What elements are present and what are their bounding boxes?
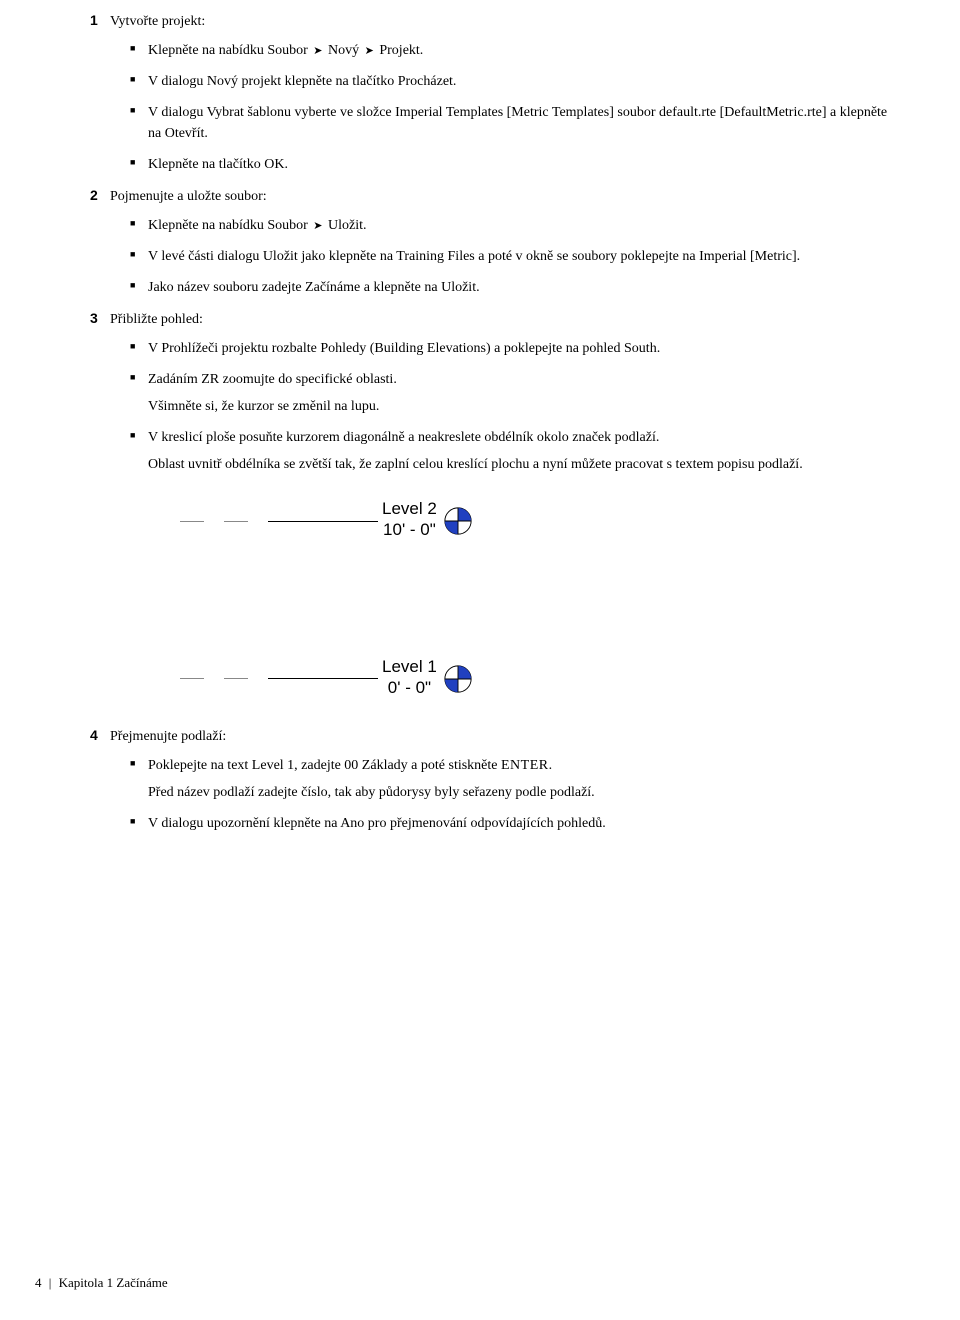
- step-1: 1 Vytvořte projekt: Klepněte na nabídku …: [90, 10, 900, 175]
- bullet-item: Jako název souboru zadejte Začínáme a kl…: [130, 277, 900, 298]
- level-underline: [268, 521, 378, 522]
- level-label: Level 2 10' - 0": [382, 498, 437, 541]
- level-row: Level 2 10' - 0": [180, 500, 900, 543]
- level-underline: [268, 678, 378, 679]
- bullet-text: Jako název souboru zadejte Začínáme a kl…: [148, 280, 480, 295]
- bullet-subtext: Před název podlaží zadejte číslo, tak ab…: [148, 782, 900, 803]
- bullet-text: Klepněte na tlačítko OK.: [148, 157, 288, 172]
- step-bullets: Klepněte na nabídku Soubor Uložit. V lev…: [130, 215, 900, 298]
- page-number: 4: [35, 1275, 42, 1290]
- step-title: Pojmenujte a uložte soubor:: [110, 186, 267, 207]
- bullet-text: V kreslicí ploše posuňte kurzorem diagon…: [148, 430, 659, 445]
- bullet-item: V dialogu Nový projekt klepněte na tlačí…: [130, 71, 900, 92]
- menu-arrow-icon: [363, 43, 376, 58]
- bullet-text: V dialogu upozornění klepněte na Ano pro…: [148, 816, 606, 831]
- bullet-item: Zadáním ZR zoomujte do specifické oblast…: [130, 369, 900, 417]
- bullet-item: V dialogu Vybrat šablonu vyberte ve slož…: [130, 102, 900, 144]
- bullet-text: V Prohlížeči projektu rozbalte Pohledy (…: [148, 341, 660, 356]
- bullet-item: Klepněte na tlačítko OK.: [130, 154, 900, 175]
- chapter-title: Kapitola 1 Začínáme: [59, 1275, 168, 1290]
- step-bullets: Poklepejte na text Level 1, zadejte 00 Z…: [130, 755, 900, 834]
- bullet-text: Klepněte na nabídku Soubor Nový Projekt.: [148, 43, 423, 58]
- level-marker-icon: [443, 664, 473, 694]
- bullet-item: V levé části dialogu Uložit jako klepnět…: [130, 246, 900, 267]
- menu-arrow-icon: [311, 218, 324, 233]
- level-dash: [180, 521, 204, 522]
- step-bullets: V Prohlížeči projektu rozbalte Pohledy (…: [130, 338, 900, 475]
- level-dash: [224, 521, 248, 522]
- bullet-subtext: Oblast uvnitř obdélníka se zvětší tak, ž…: [148, 454, 900, 475]
- step-2: 2 Pojmenujte a uložte soubor: Klepněte n…: [90, 185, 900, 298]
- step-bullets: Klepněte na nabídku Soubor Nový Projekt.…: [130, 40, 900, 175]
- step-number: 3: [90, 308, 110, 329]
- bullet-subtext: Všimněte si, že kurzor se změnil na lupu…: [148, 396, 900, 417]
- footer-separator: |: [49, 1275, 52, 1290]
- bullet-item: Poklepejte na text Level 1, zadejte 00 Z…: [130, 755, 900, 803]
- step-number: 2: [90, 185, 110, 206]
- level-label: Level 1 0' - 0": [382, 656, 437, 699]
- bullet-item: Klepněte na nabídku Soubor Nový Projekt.: [130, 40, 900, 61]
- step-head: 1 Vytvořte projekt:: [90, 10, 900, 32]
- step-head: 2 Pojmenujte a uložte soubor:: [90, 185, 900, 207]
- step-title: Vytvořte projekt:: [110, 11, 205, 32]
- step-number: 1: [90, 10, 110, 31]
- bullet-item: V kreslicí ploše posuňte kurzorem diagon…: [130, 427, 900, 475]
- step-title: Přibližte pohled:: [110, 309, 203, 330]
- level-row: Level 1 0' - 0": [180, 658, 900, 701]
- step-4: 4 Přejmenujte podlaží: Poklepejte na tex…: [90, 725, 900, 834]
- step-3: 3 Přibližte pohled: V Prohlížeči projekt…: [90, 308, 900, 475]
- bullet-item: V dialogu upozornění klepněte na Ano pro…: [130, 813, 900, 834]
- step-number: 4: [90, 725, 110, 746]
- bullet-text: V dialogu Nový projekt klepněte na tlačí…: [148, 74, 456, 89]
- menu-arrow-icon: [311, 43, 324, 58]
- bullet-text: Klepněte na nabídku Soubor Uložit.: [148, 218, 367, 233]
- page-footer: 4 | Kapitola 1 Začínáme: [35, 1273, 168, 1293]
- bullet-text: Zadáním ZR zoomujte do specifické oblast…: [148, 372, 397, 387]
- step-title: Přejmenujte podlaží:: [110, 726, 226, 747]
- key-name: ENTER: [501, 758, 549, 773]
- level-marker-icon: [443, 506, 473, 536]
- bullet-text: V levé části dialogu Uložit jako klepnět…: [148, 249, 800, 264]
- level-dash: [224, 678, 248, 679]
- bullet-item: Klepněte na nabídku Soubor Uložit.: [130, 215, 900, 236]
- bullet-text: Poklepejte na text Level 1, zadejte 00 Z…: [148, 758, 552, 773]
- step-head: 3 Přibližte pohled:: [90, 308, 900, 330]
- bullet-text: V dialogu Vybrat šablonu vyberte ve slož…: [148, 105, 887, 141]
- step-head: 4 Přejmenujte podlaží:: [90, 725, 900, 747]
- levels-figure: Level 2 10' - 0" Level 1 0' - 0": [180, 500, 900, 700]
- bullet-item: V Prohlížeči projektu rozbalte Pohledy (…: [130, 338, 900, 359]
- level-dash: [180, 678, 204, 679]
